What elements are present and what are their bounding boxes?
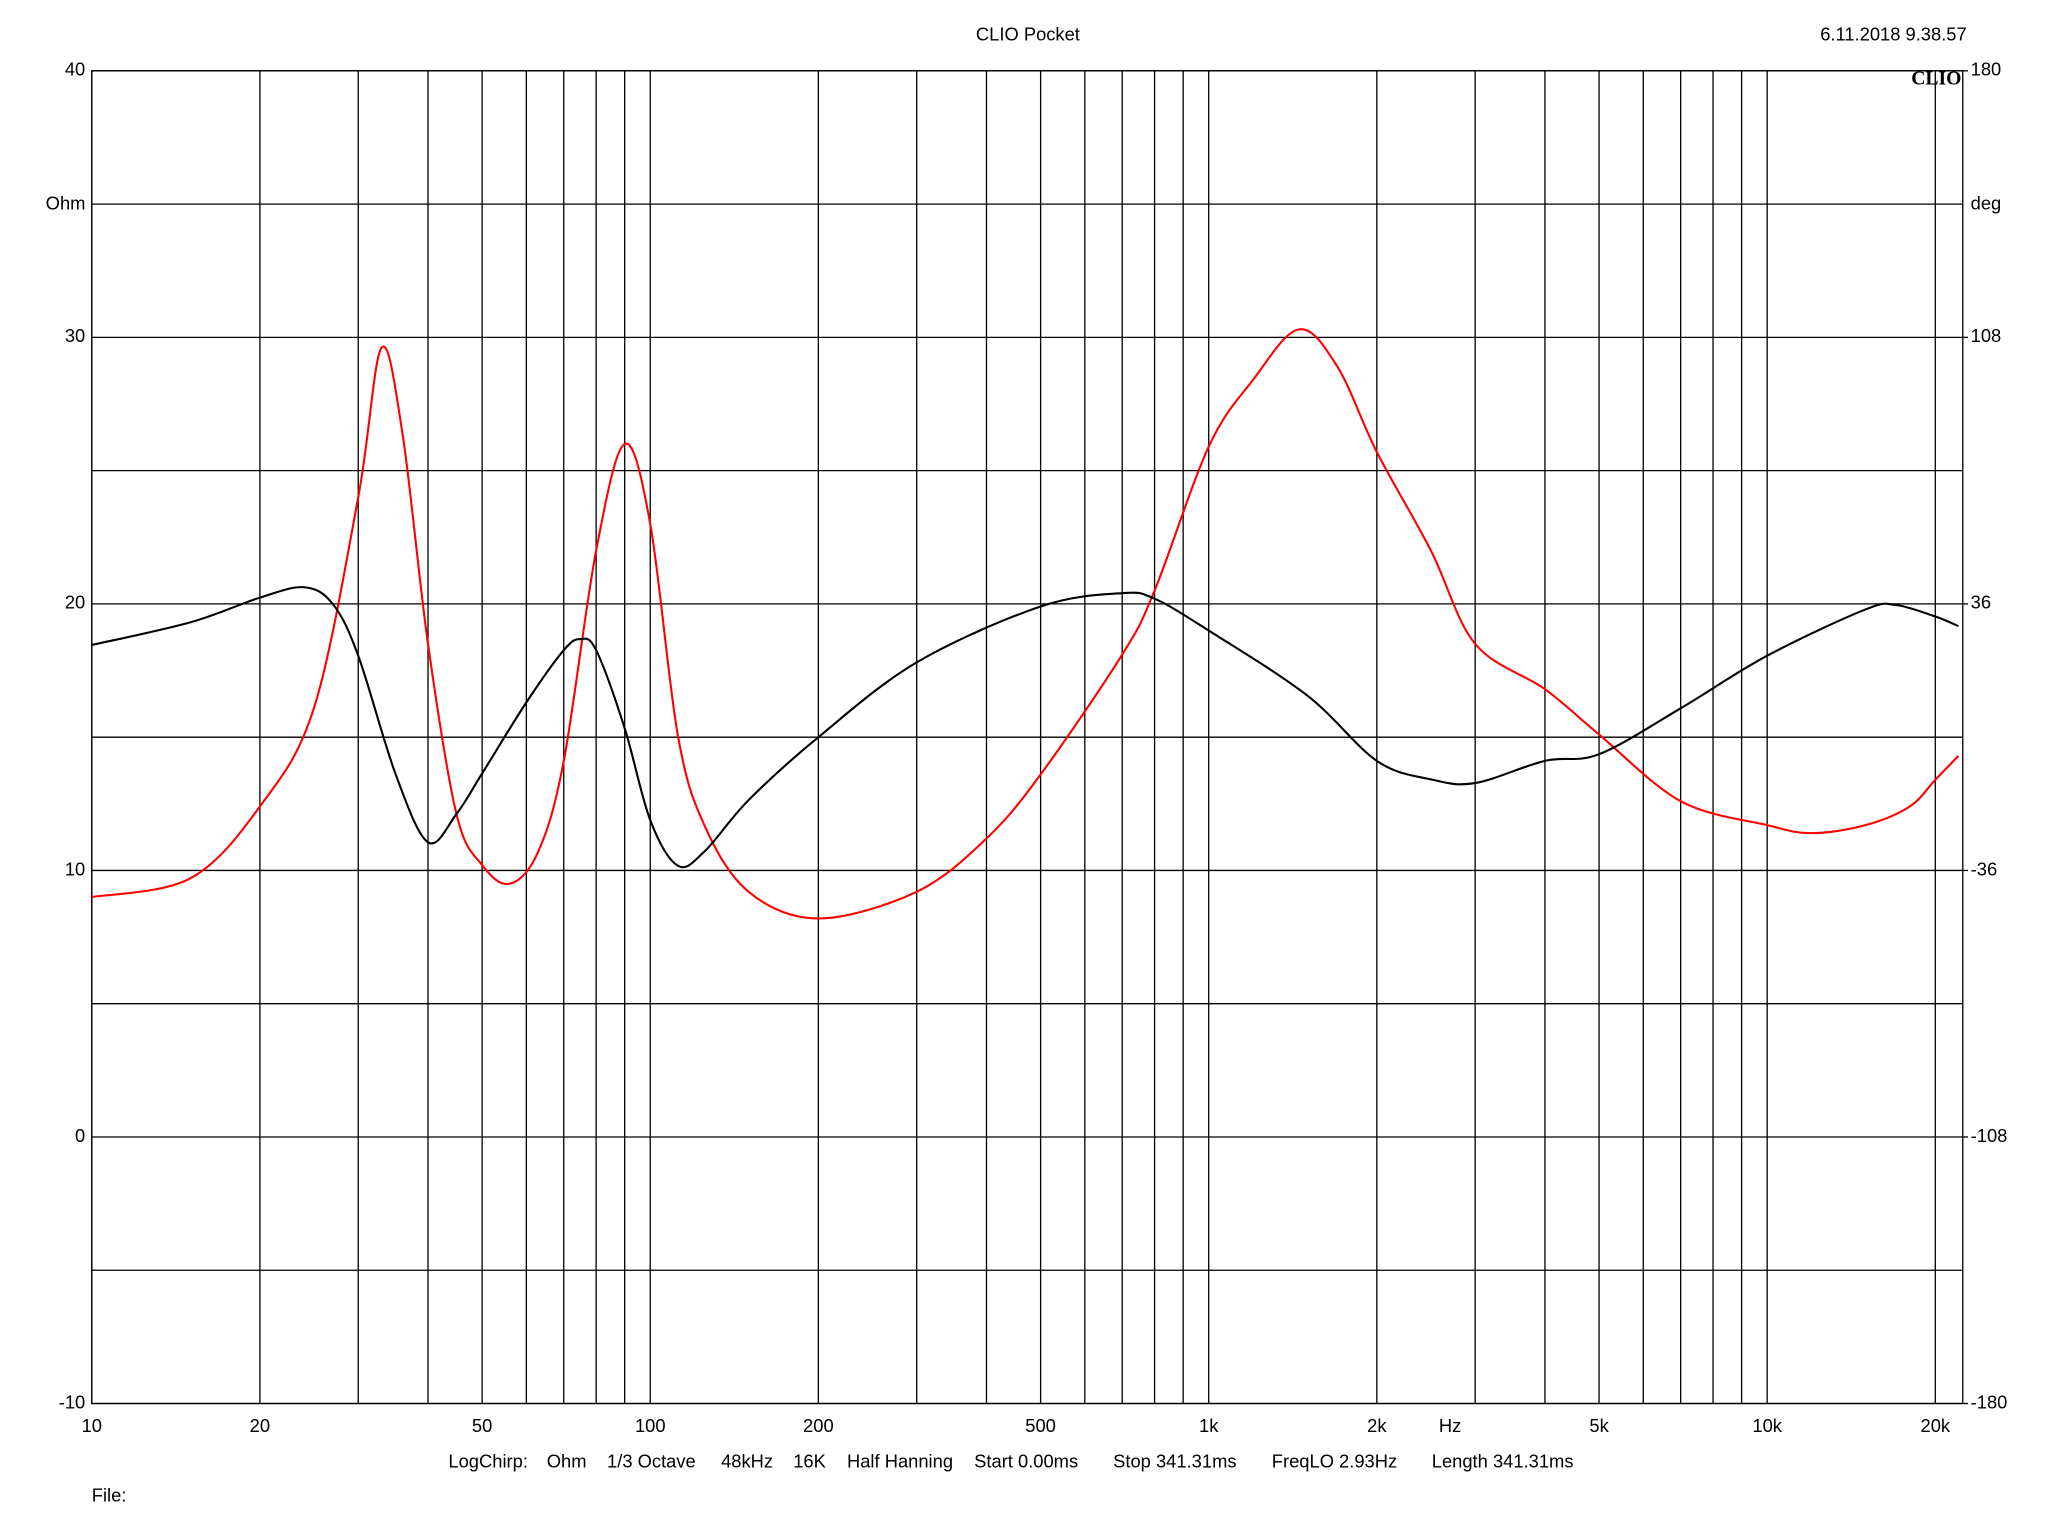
footer-item: Start 0.00ms	[974, 1450, 1078, 1471]
y-tick-label: 40	[65, 59, 85, 80]
x-tick-label: 200	[803, 1415, 834, 1436]
x-axis-label: Hz	[1439, 1415, 1461, 1436]
y-tick-label: 0	[75, 1125, 85, 1146]
y-tick-label: -10	[59, 1391, 86, 1412]
chart-title: CLIO Pocket	[976, 23, 1080, 44]
y-tick-label: 30	[65, 325, 85, 346]
x-tick-label: 20	[250, 1415, 270, 1436]
x-tick-label: 5k	[1589, 1415, 1609, 1436]
y2-tick-label: -36	[1971, 858, 1998, 879]
y-tick-label: 20	[65, 592, 85, 613]
timestamp: 6.11.2018 9.38.57	[1820, 23, 1967, 44]
y2-tick-label: 108	[1971, 325, 2002, 346]
footer-item: 16K	[793, 1450, 826, 1471]
footer-item: LogChirp:	[448, 1450, 528, 1471]
x-tick-label: 2k	[1367, 1415, 1387, 1436]
x-tick-label: 100	[635, 1415, 666, 1436]
x-tick-label: 500	[1025, 1415, 1056, 1436]
footer-item: Half Hanning	[847, 1450, 953, 1471]
footer-item: 1/3 Octave	[607, 1450, 696, 1471]
footer-item: Length 341.31ms	[1432, 1450, 1574, 1471]
y-tick-label: 10	[65, 858, 85, 879]
x-tick-label: 50	[472, 1415, 492, 1436]
x-tick-label: 1k	[1199, 1415, 1219, 1436]
x-tick-label: 10	[82, 1415, 102, 1436]
logo: CLIO	[1911, 68, 1961, 90]
footer-item: Ohm	[547, 1450, 587, 1471]
y2-tick-label: -180	[1971, 1391, 2008, 1412]
x-tick-label: 20k	[1921, 1415, 1951, 1436]
x-tick-label: 10k	[1752, 1415, 1782, 1436]
file-label: File:	[92, 1484, 127, 1505]
y2-tick-label: -108	[1971, 1125, 2008, 1146]
footer-item: Stop 341.31ms	[1113, 1450, 1236, 1471]
y-axis-label: Ohm	[46, 192, 86, 213]
footer-item: FreqLO 2.93Hz	[1272, 1450, 1397, 1471]
data-line	[91, 328, 1960, 920]
y2-axis-label: deg	[1971, 192, 2002, 213]
footer-item: 48kHz	[721, 1450, 773, 1471]
data-line	[91, 586, 1959, 869]
y2-tick-label: 180	[1971, 59, 2002, 80]
y2-tick-label: 36	[1971, 592, 1991, 613]
